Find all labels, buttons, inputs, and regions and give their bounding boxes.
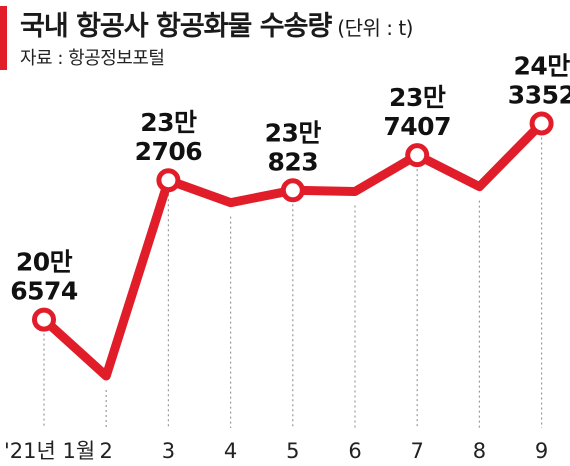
data-label-5-1: 23만 (265, 118, 322, 147)
point-marker-9 (529, 111, 554, 136)
x-tick-3: 3 (162, 439, 175, 463)
point-marker-1 (32, 307, 56, 332)
data-label-3-2: 2706 (135, 137, 203, 166)
data-label-9-2: 3352 (508, 80, 570, 109)
chart-title: 국내 항공사 항공화물 수송량 (20, 11, 332, 42)
x-tick-7: 7 (411, 439, 424, 463)
data-label-1-2: 6574 (10, 277, 78, 306)
x-tick-5: 5 (286, 439, 299, 463)
unit-label: (단위 : t) (337, 16, 413, 40)
data-label-9-1: 24만 (513, 51, 570, 80)
data-label-5-2: 823 (267, 147, 318, 176)
point-marker-5 (280, 178, 305, 203)
data-label-1-1: 20만 (16, 248, 73, 277)
title-row: 국내 항공사 항공화물 수송량 (단위 : t) (20, 4, 413, 43)
x-tick-1: '21년 1월 (4, 439, 95, 463)
data-label-3-1: 23만 (140, 108, 197, 137)
x-tick-2: 2 (100, 439, 113, 463)
title-accent-bar (0, 6, 7, 70)
x-tick-4: 4 (224, 439, 237, 463)
source-note: 자료 : 항공정보포털 (20, 48, 165, 69)
point-marker-7 (405, 143, 430, 168)
x-tick-6: 6 (348, 439, 361, 463)
data-label-7-2: 7407 (383, 112, 451, 141)
x-tick-9: 9 (535, 439, 548, 463)
point-marker-3 (156, 168, 181, 193)
data-label-7-1: 23만 (389, 83, 446, 112)
x-tick-8: 8 (473, 439, 486, 463)
